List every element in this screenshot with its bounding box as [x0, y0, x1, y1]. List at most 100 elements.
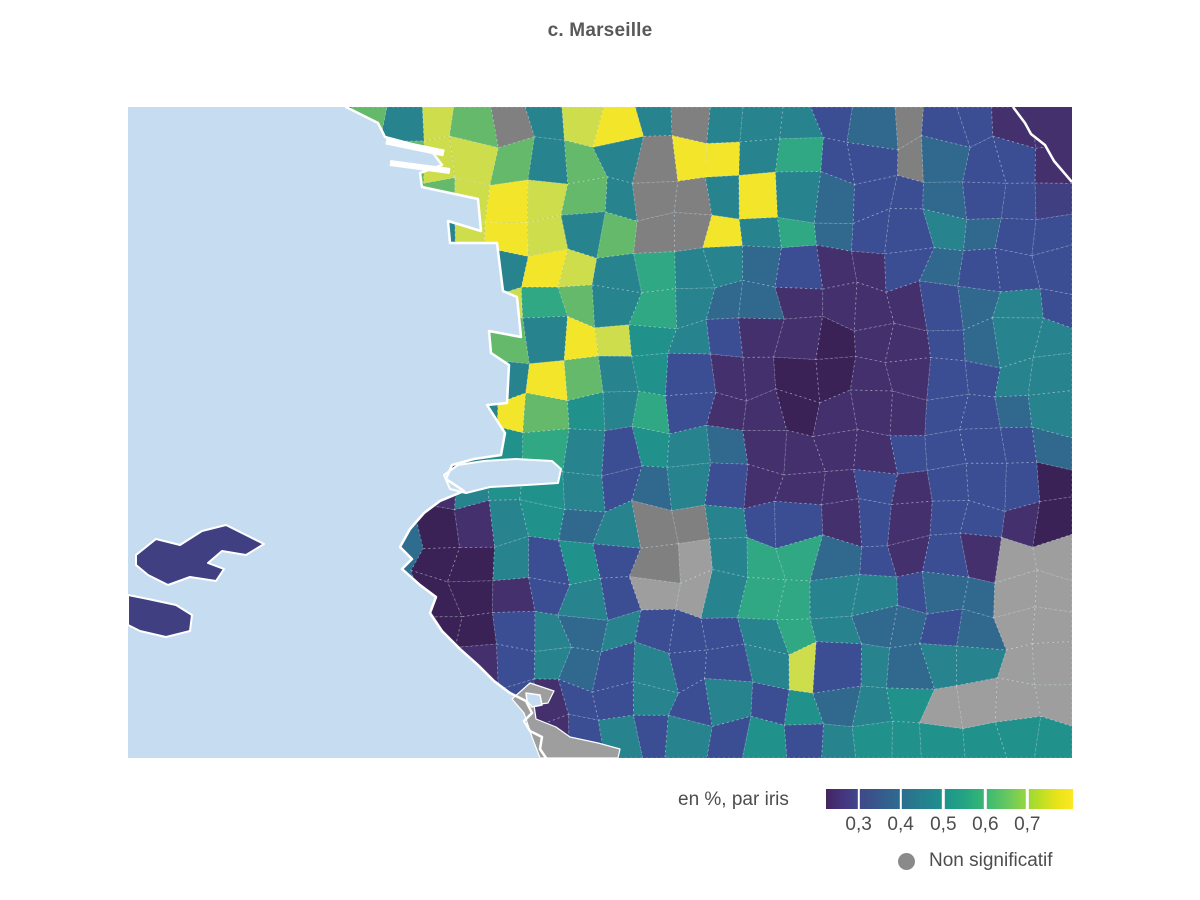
- iris-zone: [704, 462, 749, 510]
- iris-zone: [777, 216, 817, 249]
- iris-zone: [774, 286, 824, 320]
- iris-zone: [557, 248, 598, 288]
- iris-zone: [557, 577, 609, 621]
- iris-zone: [846, 141, 899, 185]
- iris-zone: [991, 288, 1044, 319]
- iris-zone: [1000, 182, 1037, 221]
- iris-zone: [628, 543, 681, 584]
- iris-zone: [992, 317, 1044, 369]
- iris-zone: [705, 424, 749, 465]
- iris-zone: [746, 536, 787, 581]
- iris-zone: [852, 174, 898, 225]
- iris-zone: [962, 181, 1007, 220]
- iris-zone: [956, 677, 998, 730]
- choropleth-map: [128, 107, 1072, 758]
- iris-zone: [410, 547, 461, 583]
- iris-zone: [631, 135, 679, 184]
- iris-zone: [859, 545, 898, 578]
- iris-zone: [919, 722, 966, 758]
- iris-zone: [846, 107, 899, 151]
- iris-zone: [591, 284, 643, 329]
- iris-zone: [896, 571, 928, 615]
- iris-zone: [993, 606, 1036, 651]
- iris-zone: [741, 715, 788, 758]
- iris-zone: [994, 394, 1033, 429]
- iris-zone: [704, 678, 754, 727]
- iris-zone: [743, 500, 777, 550]
- iris-zone: [634, 107, 673, 137]
- iris-zone: [631, 180, 679, 222]
- iris-zone: [561, 107, 605, 148]
- iris-zone: [664, 714, 713, 758]
- iris-zone: [591, 253, 643, 294]
- iris-zone: [1034, 684, 1072, 727]
- iris-zone: [489, 136, 535, 186]
- iris-zone: [453, 499, 496, 548]
- iris-zone: [783, 429, 826, 476]
- iris-zone: [963, 317, 1001, 369]
- iris-zone: [492, 577, 536, 614]
- colorbar-tick-label: 0,6: [972, 814, 999, 835]
- iris-zone: [519, 499, 566, 541]
- colorbar-tick-label: 0,4: [887, 814, 914, 835]
- iris-zone: [675, 568, 714, 619]
- iris-zone: [454, 612, 497, 648]
- iris-zone: [742, 356, 777, 402]
- iris-zone: [884, 208, 935, 255]
- iris-zone: [600, 609, 642, 653]
- iris-zone: [704, 643, 754, 683]
- iris-zone: [706, 107, 744, 144]
- iris-zone: [704, 504, 748, 540]
- iris-zone: [1039, 288, 1072, 329]
- iris-zone: [736, 576, 787, 621]
- coastline: [344, 107, 548, 758]
- iris-zone: [631, 499, 679, 549]
- iris-zone: [1032, 533, 1072, 582]
- iris-zone: [562, 471, 606, 513]
- iris-zone: [449, 135, 499, 186]
- iris-zone: [775, 618, 817, 656]
- iris-zone: [742, 245, 782, 288]
- iris-zone: [851, 720, 893, 758]
- colorbar-tick: [942, 789, 945, 809]
- iris-zone: [994, 715, 1042, 758]
- iris-zone: [631, 465, 673, 512]
- iris-zone: [1032, 496, 1072, 548]
- iris-zone: [924, 428, 967, 472]
- iris-zone: [520, 248, 569, 288]
- iris-zone: [750, 681, 790, 726]
- iris-zone: [774, 244, 824, 290]
- iris-zone: [1032, 317, 1072, 358]
- iris-zone: [706, 715, 752, 758]
- iris-zone: [488, 499, 530, 548]
- iris-zone: [812, 389, 858, 437]
- iris-zone: [996, 643, 1036, 686]
- iris-zone: [959, 427, 1007, 464]
- port-pier: [385, 137, 445, 157]
- iris-zone: [520, 286, 569, 319]
- colorbar-tick: [857, 789, 860, 809]
- iris-zone: [702, 245, 744, 289]
- iris-zone: [704, 141, 741, 178]
- iris-zone: [631, 352, 669, 397]
- iris-zone: [1034, 182, 1072, 221]
- iris-zone: [700, 617, 746, 651]
- iris-zone: [889, 174, 924, 210]
- iris-zone: [1027, 352, 1072, 396]
- iris-zone: [704, 174, 740, 220]
- colorbar-tick: [899, 789, 902, 809]
- iris-zone: [522, 315, 568, 365]
- iris-zone: [527, 136, 569, 185]
- iris-zone: [956, 107, 994, 149]
- iris-zone: [773, 315, 824, 361]
- iris-zone: [739, 107, 784, 143]
- iris-zone: [738, 216, 782, 249]
- iris-zone: [700, 569, 748, 619]
- iris-zone: [809, 574, 861, 620]
- iris-zone: [853, 281, 895, 332]
- non-significant-dot-icon: [898, 852, 915, 870]
- iris-zone: [557, 614, 609, 653]
- iris-zone: [632, 714, 669, 758]
- iris-zone: [671, 134, 708, 182]
- iris-zone: [959, 393, 1001, 430]
